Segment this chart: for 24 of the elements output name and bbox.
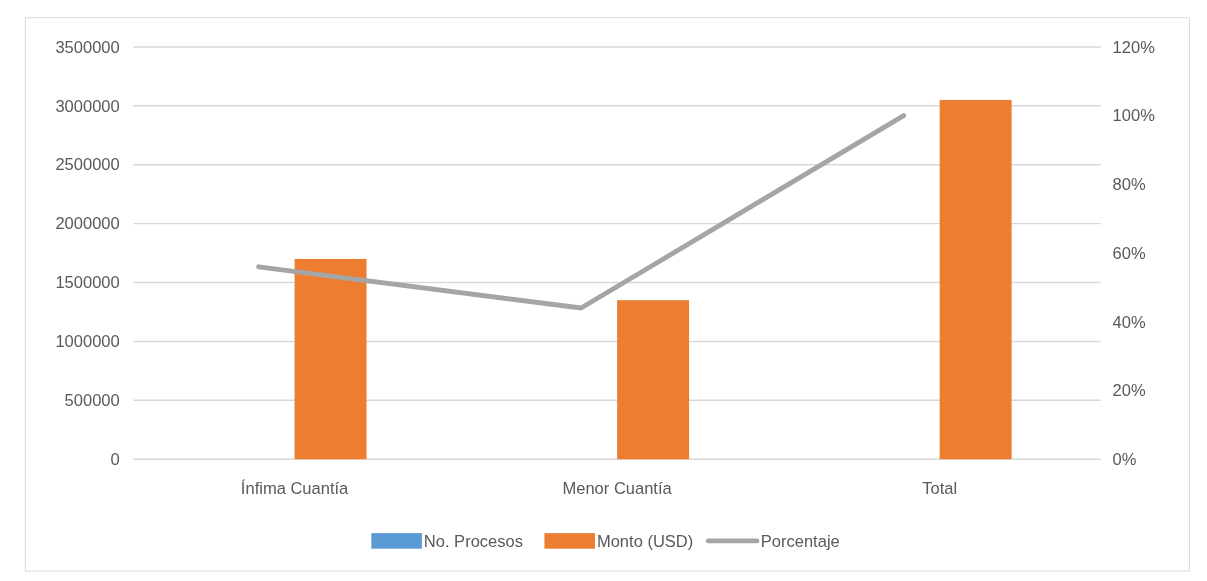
x-tick-label: Ínfima Cuantía <box>240 479 350 499</box>
y2-tick-label: 80% <box>1112 175 1146 195</box>
y-tick-label: 2000000 <box>55 214 120 234</box>
y2-tick-label: 100% <box>1112 106 1156 126</box>
bar <box>294 258 367 460</box>
y-tick-label: 2500000 <box>55 155 120 175</box>
y-tick-label: 3500000 <box>55 37 120 57</box>
legend-label: Monto (USD) <box>596 531 694 551</box>
legend-label: Porcentaje <box>760 531 840 551</box>
y2-tick-label: 120% <box>1112 37 1156 57</box>
x-tick-label: Total <box>922 479 958 499</box>
y2-tick-label: 20% <box>1112 381 1146 401</box>
y-tick-label: 3000000 <box>55 96 120 116</box>
x-tick-label: Menor Cuantía <box>562 479 673 499</box>
y-tick-label: 1500000 <box>55 273 120 293</box>
y2-tick-label: 0% <box>1112 450 1137 470</box>
legend-label: No. Procesos <box>423 531 523 551</box>
y2-tick-label: 60% <box>1112 243 1146 263</box>
y-tick-label: 500000 <box>64 391 120 411</box>
y2-tick-label: 40% <box>1112 312 1146 332</box>
y-tick-label: 0 <box>110 450 120 470</box>
bar <box>617 300 690 460</box>
y-tick-label: 1000000 <box>55 332 120 352</box>
bar <box>939 99 1012 460</box>
